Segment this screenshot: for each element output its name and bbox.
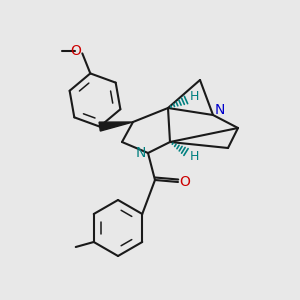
Text: H: H [189,151,199,164]
Text: H: H [189,89,199,103]
Text: O: O [180,175,190,189]
Text: O: O [70,44,81,58]
Text: N: N [136,146,146,160]
Text: N: N [215,103,225,117]
Polygon shape [99,122,133,131]
